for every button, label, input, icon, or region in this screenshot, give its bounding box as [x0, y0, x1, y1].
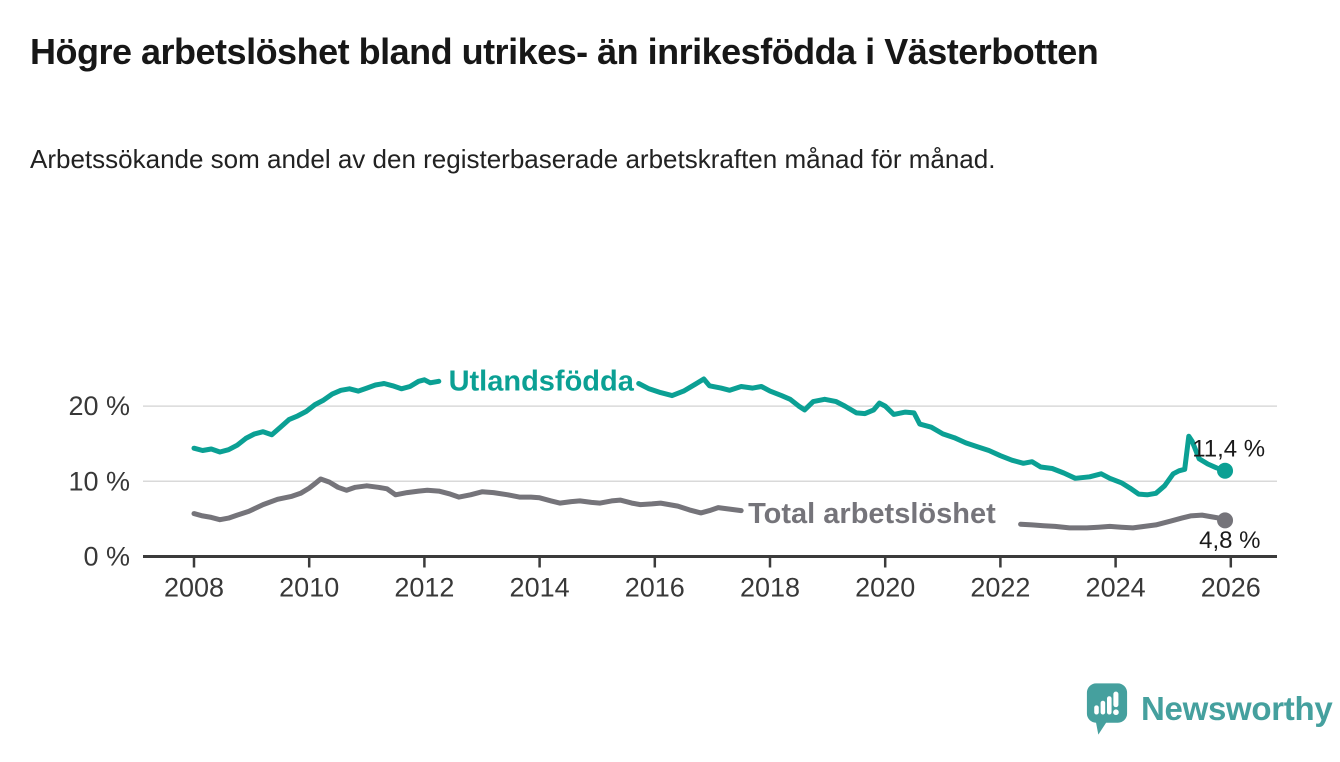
page-subtitle: Arbetssökande som andel av den registerb… — [30, 144, 996, 174]
x-tick-label-2026: 2026 — [1201, 573, 1261, 603]
total-unemployment-end-dot — [1217, 512, 1234, 529]
foreign-born-line-segment-2 — [636, 376, 1228, 498]
chart-canvas: 2008 2010 2012 2014 2016 2018 2020 2022 2024 2026… — [68, 366, 1277, 603]
unemployment-line-chart: 2008 2010 2012 2014 2016 2018 2020 2022 2024 2026… — [0, 328, 1340, 628]
foreign-born-end-dot — [1217, 462, 1234, 479]
newsworthy-logo-text: Newsworthy — [1141, 690, 1333, 727]
foreign-born-end-value-label: 11,4 % — [1192, 435, 1265, 462]
x-tick-label-2012: 2012 — [394, 573, 454, 603]
newsworthy-speech-bubble-icon — [1086, 683, 1128, 735]
x-tick-label-2020: 2020 — [855, 573, 915, 603]
foreign-born-line-segment-1 — [191, 377, 442, 455]
x-tick-label-2018: 2018 — [740, 573, 800, 603]
x-tick-label-2022: 2022 — [970, 573, 1030, 603]
foreign-born-series-label: Utlandsfödda — [449, 366, 635, 398]
total-unemployment-series-label: Total arbetslöshet — [748, 498, 996, 530]
page-title: Högre arbetslöshet bland utrikes- än inr… — [30, 31, 1099, 72]
total-unemployment-line-segment-1 — [191, 476, 744, 523]
x-tick-label-2024: 2024 — [1086, 573, 1146, 603]
x-tick-label-2016: 2016 — [625, 573, 685, 603]
logo-bar-1 — [1094, 705, 1099, 715]
x-tick-label-2014: 2014 — [510, 573, 570, 603]
total-unemployment-line-segment-2 — [1018, 512, 1228, 531]
logo-exclamation-dot — [1113, 709, 1119, 716]
x-tick-label-2008: 2008 — [164, 573, 224, 603]
logo-exclamation-bar — [1113, 691, 1119, 708]
logo-bar-2 — [1100, 700, 1106, 715]
newsworthy-logo[interactable]: Newsworthy — [1086, 682, 1333, 736]
y-tick-label-20: 20 % — [68, 391, 130, 421]
total-unemployment-end-value-label: 4,8 % — [1199, 527, 1260, 554]
x-tick-label-2010: 2010 — [279, 573, 339, 603]
y-tick-label-0: 0 % — [83, 542, 130, 572]
logo-bar-3 — [1107, 696, 1112, 715]
y-tick-label-10: 10 % — [68, 466, 130, 496]
